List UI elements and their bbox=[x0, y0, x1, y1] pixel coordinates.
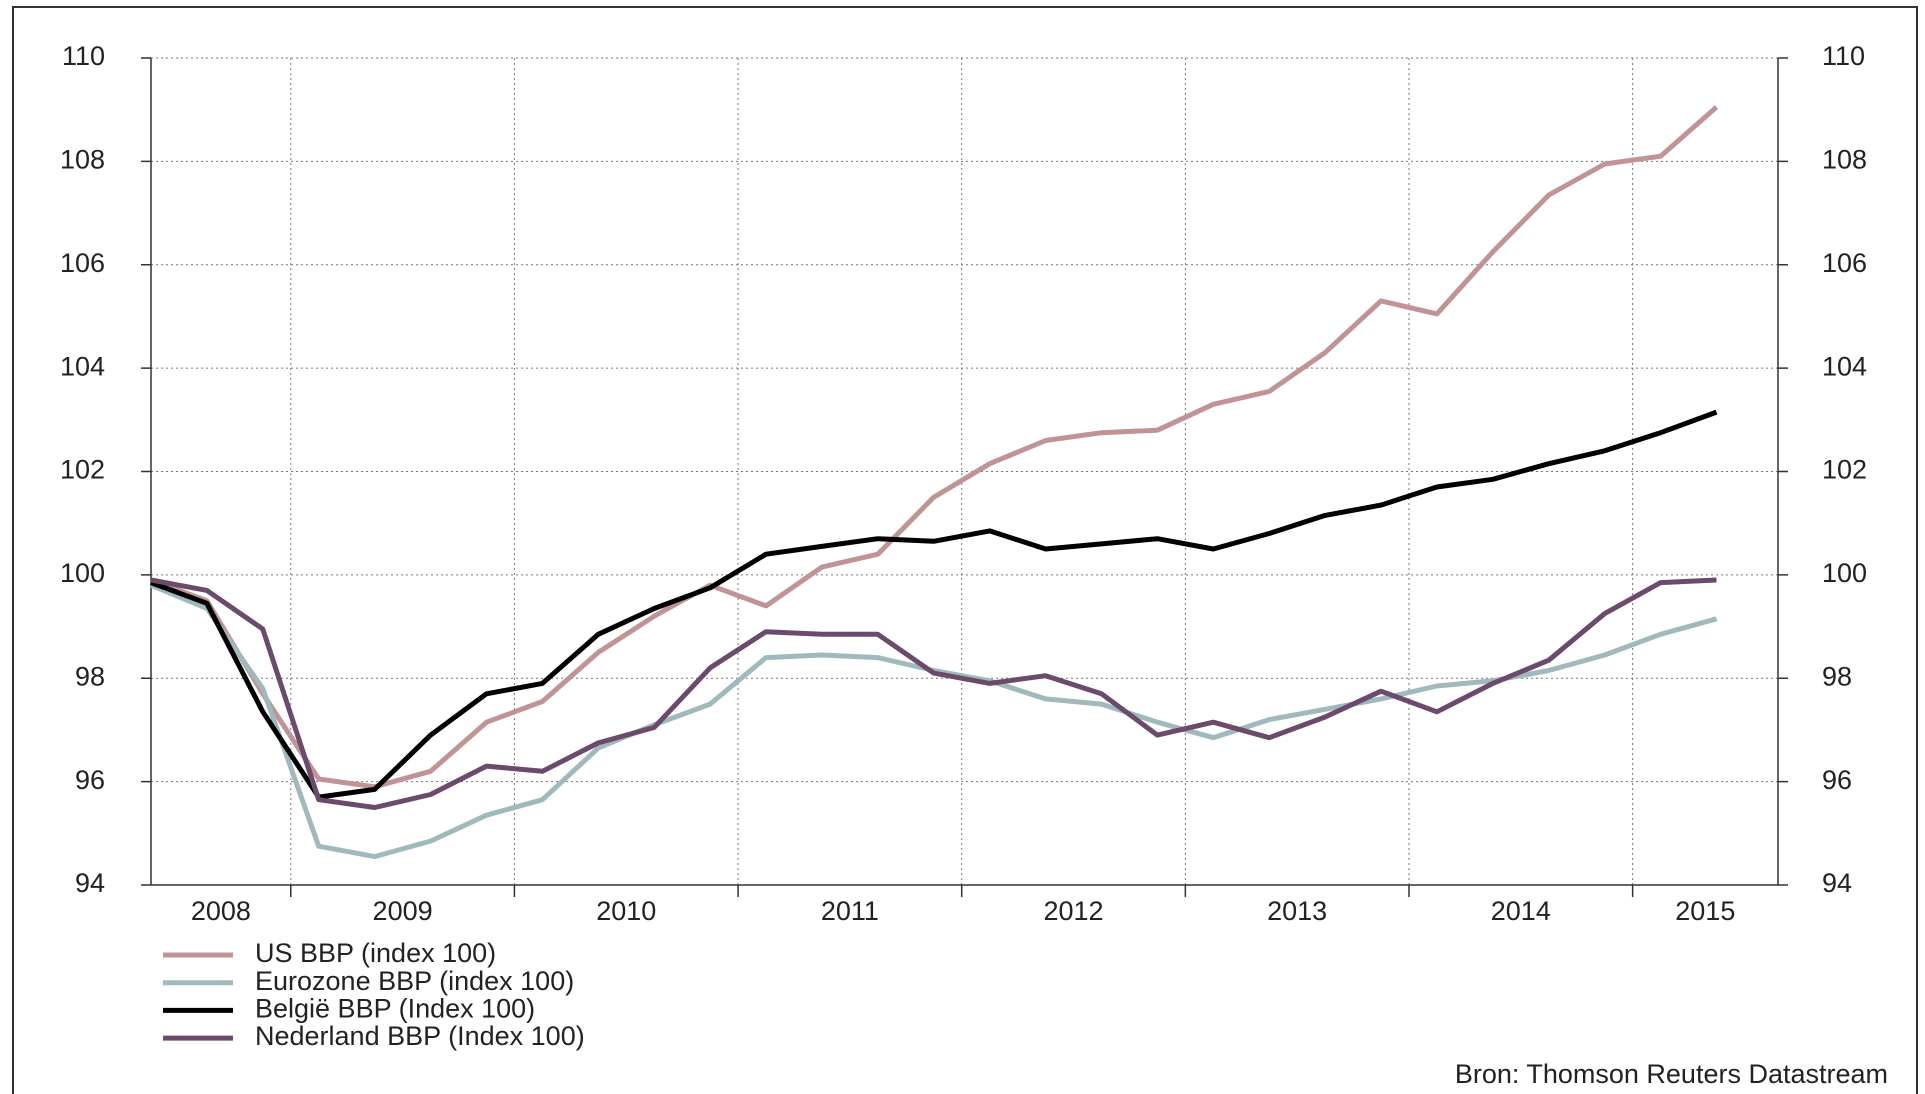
y-tick-label: 98 bbox=[75, 661, 105, 691]
series-line bbox=[150, 582, 1718, 860]
series-line bbox=[150, 577, 1717, 810]
y-tick-label: 96 bbox=[75, 765, 105, 795]
y2-tick-label: 110 bbox=[1822, 41, 1865, 71]
y-tick-label: 102 bbox=[60, 455, 105, 485]
legend-label: Eurozone BBP (index 100) bbox=[255, 966, 574, 996]
legend-label: België BBP (Index 100) bbox=[255, 994, 535, 1024]
legend-label: US BBP (index 100) bbox=[255, 938, 496, 968]
y2-tick-label: 100 bbox=[1822, 558, 1867, 588]
y2-tick-label: 98 bbox=[1822, 661, 1852, 691]
x-tick-label: 2014 bbox=[1491, 896, 1551, 926]
series-line bbox=[150, 409, 1718, 800]
y-tick-label: 108 bbox=[60, 145, 105, 175]
y2-tick-label: 106 bbox=[1822, 248, 1867, 278]
x-tick-label: 2012 bbox=[1043, 896, 1103, 926]
y2-tick-label: 104 bbox=[1822, 351, 1867, 381]
y2-tick-label: 96 bbox=[1822, 765, 1852, 795]
x-tick-label: 2008 bbox=[191, 896, 251, 926]
y-tick-label: 110 bbox=[62, 41, 105, 71]
y-tick-label: 94 bbox=[75, 868, 105, 898]
x-tick-label: 2009 bbox=[373, 896, 433, 926]
y-tick-label: 104 bbox=[60, 351, 105, 381]
legend-label: Nederland BBP (Index 100) bbox=[255, 1021, 585, 1051]
x-tick-label: 2010 bbox=[596, 896, 656, 926]
source: Bron: Thomson Reuters Datastream bbox=[1455, 1059, 1888, 1089]
x-tick-label: 2015 bbox=[1675, 896, 1735, 926]
y2-tick-label: 94 bbox=[1822, 868, 1852, 898]
x-tick-label: 2013 bbox=[1267, 896, 1327, 926]
y-tick-label: 106 bbox=[60, 248, 105, 278]
y2-tick-label: 102 bbox=[1822, 455, 1867, 485]
frame bbox=[12, 6, 1918, 1094]
x-tick-label: 2011 bbox=[821, 896, 879, 926]
series-line bbox=[150, 105, 1719, 790]
y2-tick-label: 108 bbox=[1822, 145, 1867, 175]
y-tick-label: 100 bbox=[60, 558, 105, 588]
